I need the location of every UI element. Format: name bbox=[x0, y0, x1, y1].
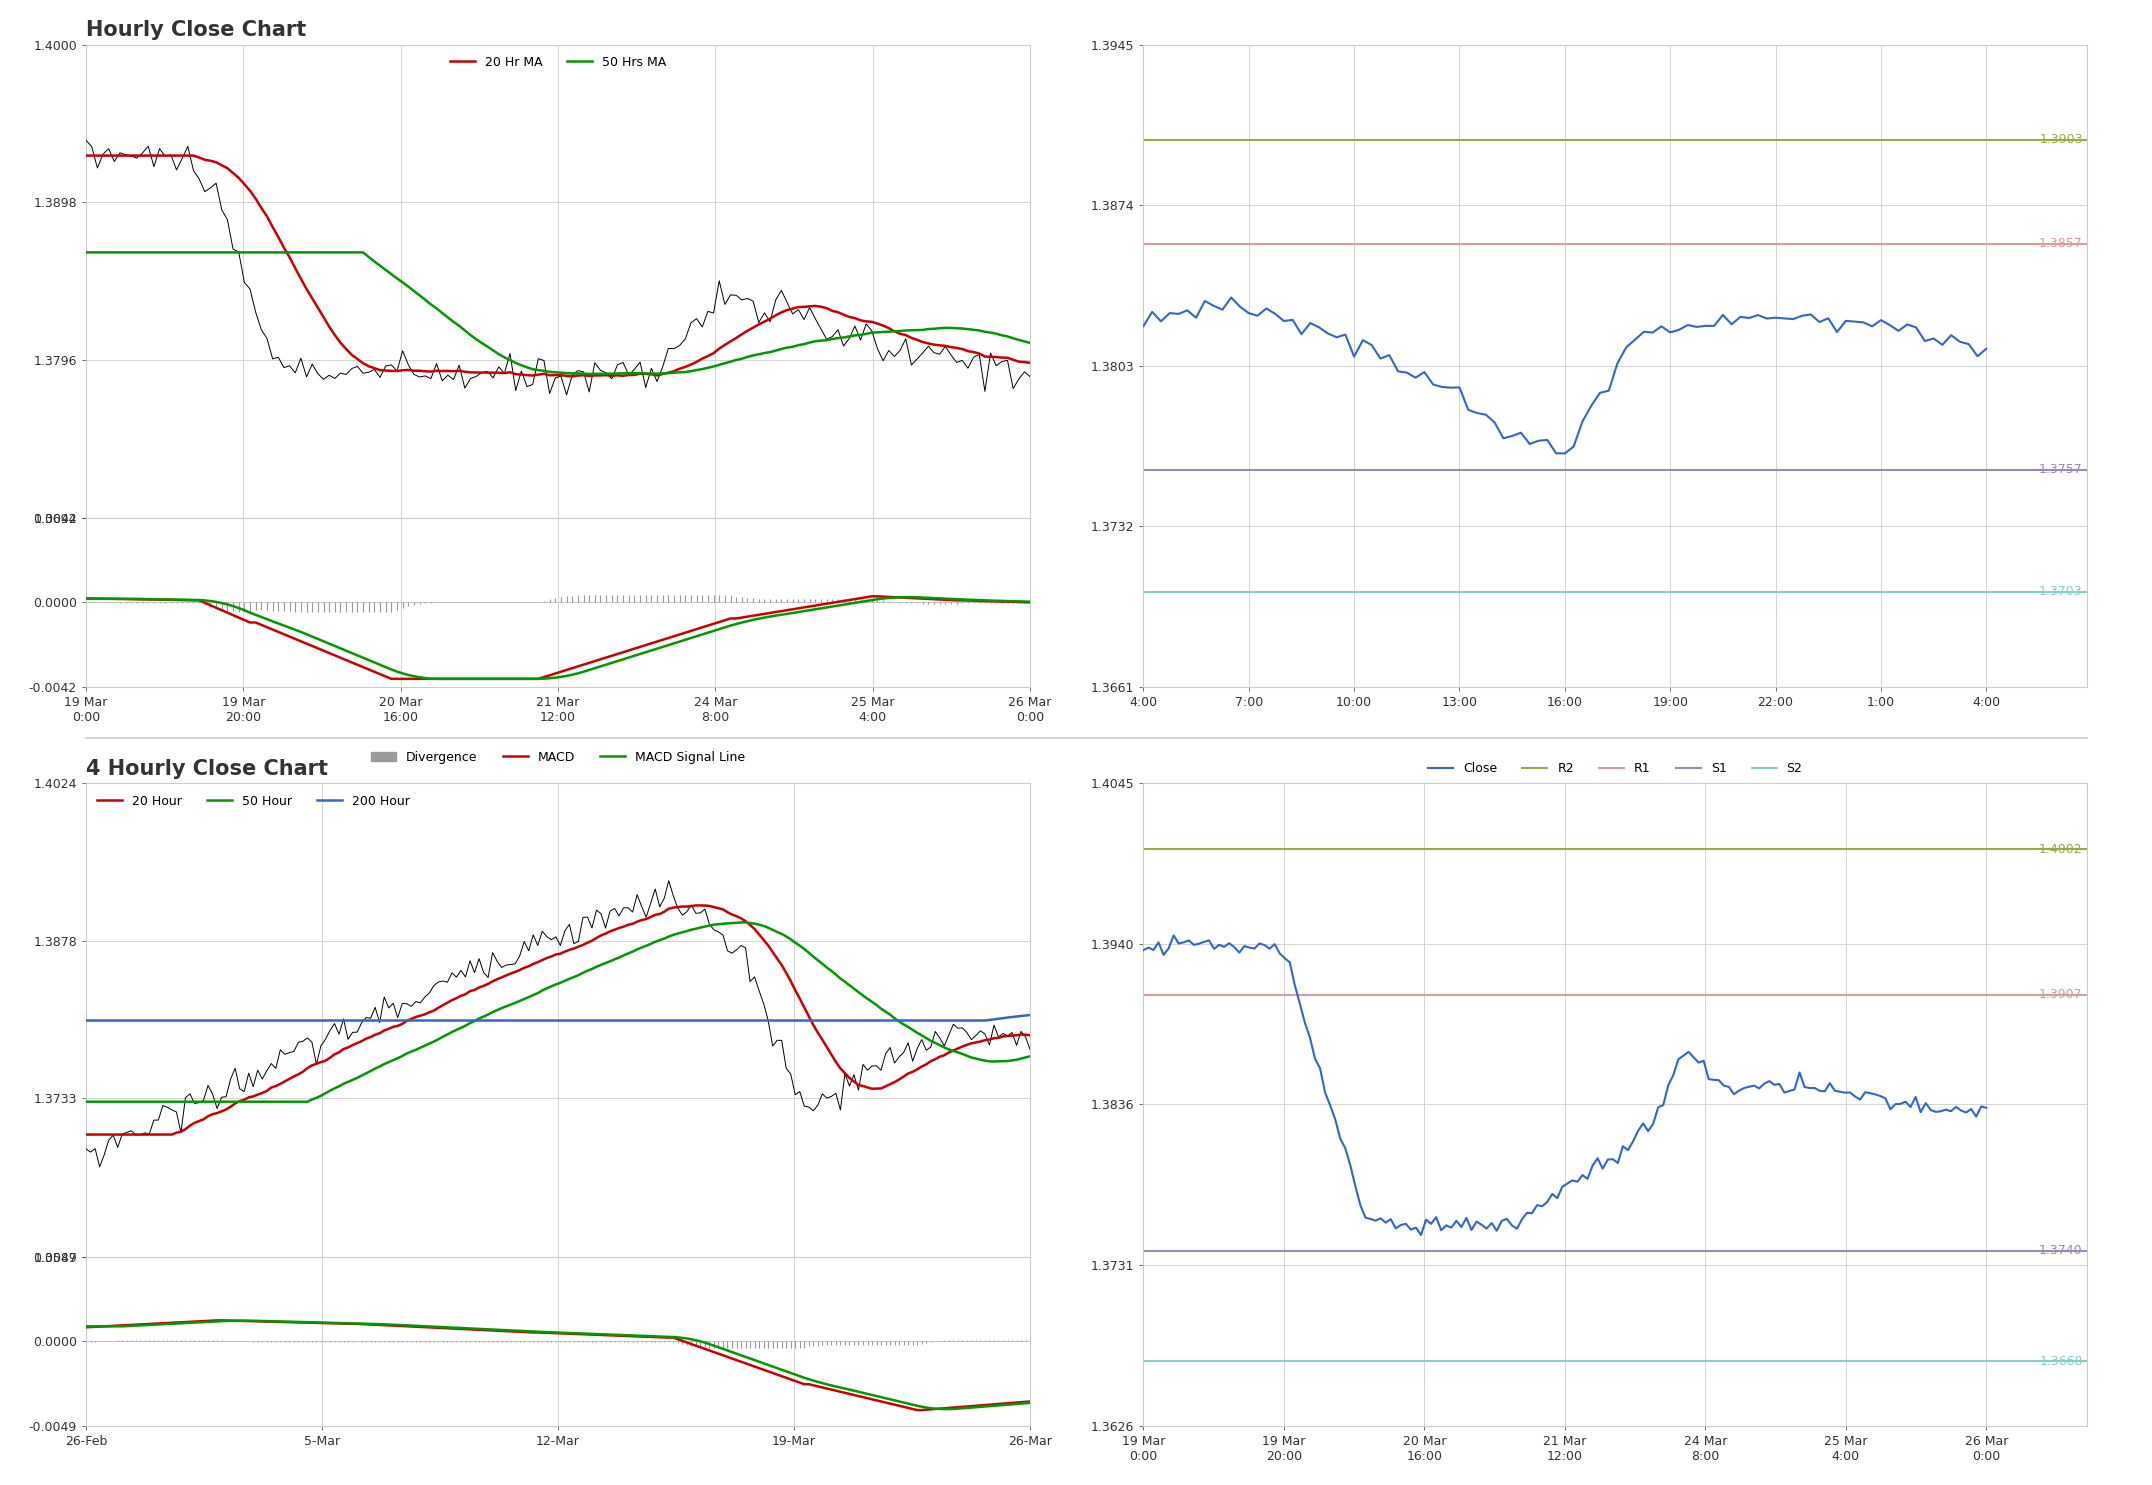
Text: 1.3668: 1.3668 bbox=[2040, 1354, 2083, 1368]
Text: 1.3703: 1.3703 bbox=[2040, 585, 2083, 598]
Text: 1.3757: 1.3757 bbox=[2038, 463, 2083, 477]
Legend: 20 Hour, 50 Hour, 200 Hour: 20 Hour, 50 Hour, 200 Hour bbox=[93, 790, 415, 812]
Text: 1.3857: 1.3857 bbox=[2038, 238, 2083, 249]
Text: 1.3903: 1.3903 bbox=[2040, 134, 2083, 146]
Text: 1.3907: 1.3907 bbox=[2040, 989, 2083, 1001]
Text: 1.4002: 1.4002 bbox=[2040, 842, 2083, 855]
Legend: Close, R2, R1, S1, S2: Close, R2, R1, S1, S2 bbox=[1422, 757, 1808, 781]
Text: Hourly Close Chart: Hourly Close Chart bbox=[86, 21, 306, 40]
Text: Note: 1 Hour Chart for Last 24 Hours: Note: 1 Hour Chart for Last 24 Hours bbox=[1500, 793, 1730, 805]
Legend: 20 Hr MA, 50 Hrs MA: 20 Hr MA, 50 Hrs MA bbox=[445, 50, 671, 74]
Text: 1.3740: 1.3740 bbox=[2040, 1244, 2083, 1258]
Legend: Divergence, MACD, MACD Signal Line: Divergence, MACD, MACD Signal Line bbox=[366, 745, 751, 769]
Text: 4 Hourly Close Chart: 4 Hourly Close Chart bbox=[86, 759, 327, 780]
